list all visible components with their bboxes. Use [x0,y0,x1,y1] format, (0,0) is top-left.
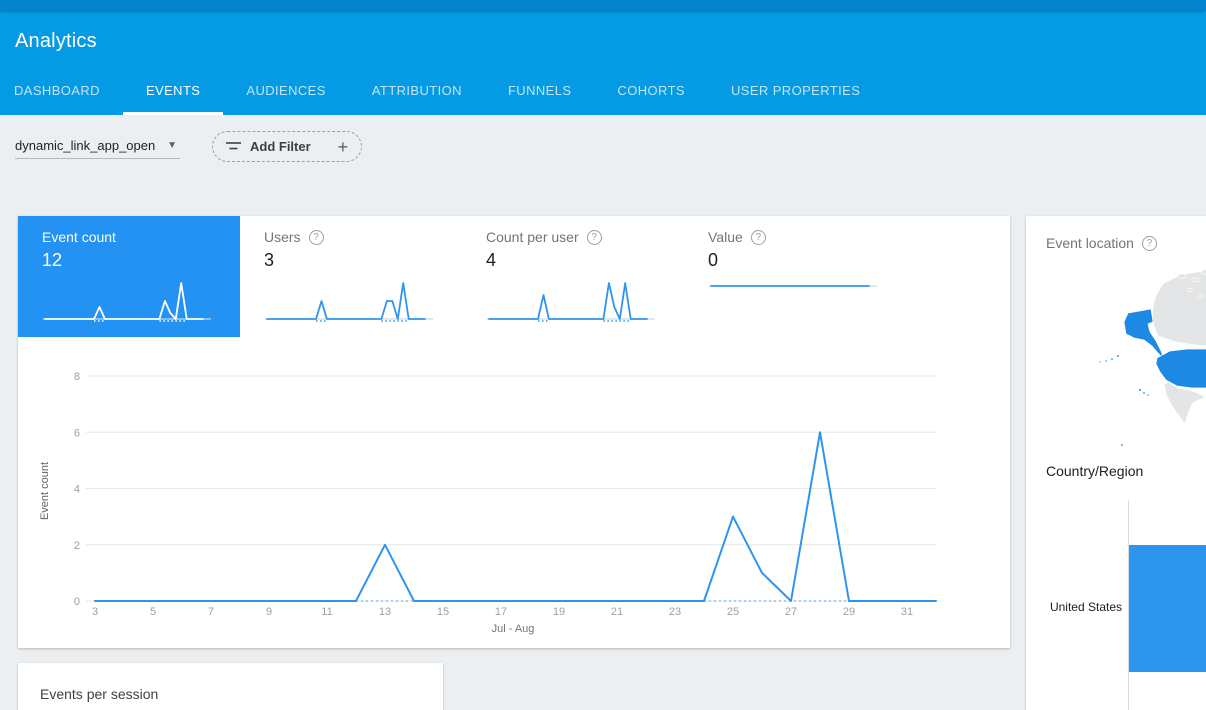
svg-text:19: 19 [553,606,565,618]
metric-sparkline [264,274,436,332]
help-icon[interactable]: ? [751,230,766,245]
tab-bar: DASHBOARDEVENTSAUDIENCESATTRIBUTIONFUNNE… [0,70,883,115]
help-icon[interactable]: ? [1142,236,1157,251]
app-header: Analytics DASHBOARDEVENTSAUDIENCESATTRIB… [0,10,1206,115]
tab-attribution[interactable]: ATTRIBUTION [349,70,485,115]
svg-text:0: 0 [74,596,80,608]
map-land-other-regions [1152,266,1206,424]
country-region-heading: Country/Region [1046,463,1143,479]
svg-text:9: 9 [266,606,272,618]
top-chrome-strip [0,0,1206,10]
metric-value: 4 [486,250,684,271]
svg-text:3: 3 [92,606,98,618]
metric-label: Users [264,229,301,245]
svg-text:17: 17 [495,606,507,618]
tab-funnels[interactable]: FUNNELS [485,70,594,115]
add-filter-label: Add Filter [250,139,311,154]
metric-card-value[interactable]: Value ? 0 [684,216,906,337]
svg-text:23: 23 [669,606,681,618]
metric-label: Event count [42,229,116,245]
filter-icon [226,141,241,152]
svg-text:27: 27 [785,606,797,618]
svg-text:5: 5 [150,606,156,618]
help-icon[interactable]: ? [309,230,324,245]
event-location-title: Event location [1046,235,1134,251]
events-overview-card: Event count 12 Users ? 3 Count per user … [18,216,1010,648]
svg-text:29: 29 [843,606,855,618]
tab-dashboard[interactable]: DASHBOARD [0,70,123,115]
dropdown-arrow-icon: ▼ [167,140,177,151]
svg-text:15: 15 [437,606,449,618]
analytics-screen: Analytics DASHBOARDEVENTSAUDIENCESATTRIB… [0,0,1206,710]
metric-value: 12 [42,250,240,271]
metric-card-event-count[interactable]: Event count 12 [18,216,240,337]
svg-text:4: 4 [74,484,80,496]
event-count-line-chart[interactable]: 0 2 4 6 8 3 5 7 9 11 13 15 17 19 21 23 25 27 29 31 Jul -… [36,351,986,641]
svg-text:Jul - Aug: Jul - Aug [492,623,535,635]
metric-sparkline [486,274,658,332]
country-label: United States [1026,600,1122,614]
metric-label: Value [708,229,743,245]
svg-text:31: 31 [901,606,913,618]
svg-text:7: 7 [208,606,214,618]
metric-sparkline [42,274,214,332]
svg-text:25: 25 [727,606,739,618]
metric-card-count-per-user[interactable]: Count per user ? 4 [462,216,684,337]
svg-text:6: 6 [74,427,80,439]
event-location-card: Event location ? [1026,216,1206,710]
united-states-bar[interactable] [1129,545,1206,672]
metric-sparkline [708,274,880,332]
page-title: Analytics [0,10,1206,53]
help-icon[interactable]: ? [587,230,602,245]
event-location-map[interactable] [1062,266,1206,456]
metric-card-row: Event count 12 Users ? 3 Count per user … [18,216,1010,337]
metric-value: 3 [264,250,462,271]
metric-label: Count per user [486,229,579,245]
event-selector-dropdown[interactable]: dynamic_link_app_open ▼ [15,132,180,159]
svg-text:2: 2 [74,540,80,552]
add-filter-button[interactable]: Add Filter + [212,131,362,162]
metric-card-users[interactable]: Users ? 3 [240,216,462,337]
tab-audiences[interactable]: AUDIENCES [223,70,348,115]
metric-value: 0 [708,250,906,271]
tab-cohorts[interactable]: COHORTS [594,70,708,115]
filter-bar: dynamic_link_app_open ▼ Add Filter + [0,115,1206,216]
events-per-session-card: Events per session [18,663,443,710]
tab-events[interactable]: EVENTS [123,70,223,115]
svg-text:8: 8 [74,371,80,383]
event-selector-value: dynamic_link_app_open [15,138,155,153]
svg-text:Event count: Event count [39,462,51,520]
svg-text:13: 13 [379,606,391,618]
svg-text:21: 21 [611,606,623,618]
tab-user-properties[interactable]: USER PROPERTIES [708,70,883,115]
svg-text:11: 11 [321,606,332,618]
plus-icon: + [338,138,349,156]
event-location-header: Event location ? [1026,216,1206,251]
events-per-session-title: Events per session [18,663,443,702]
